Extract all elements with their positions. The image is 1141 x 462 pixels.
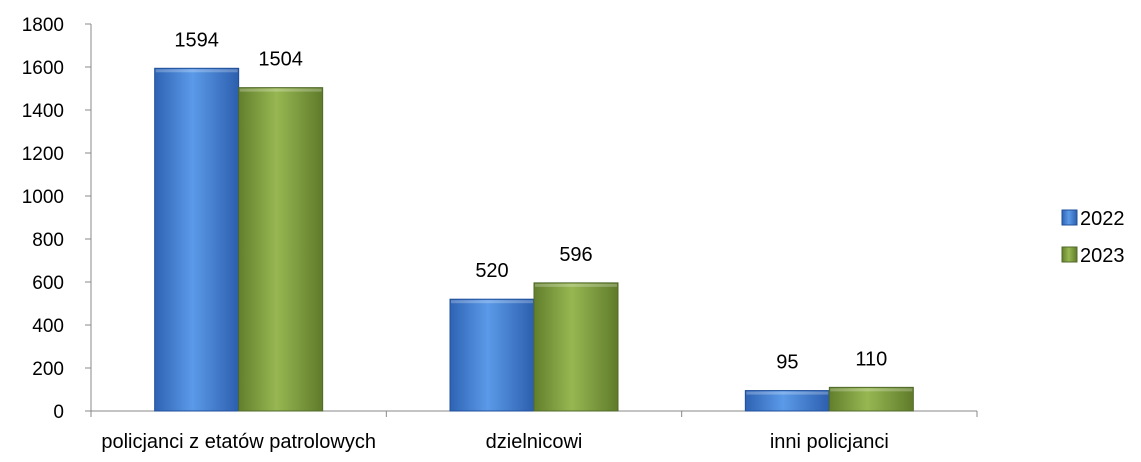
y-tick-label: 600 bbox=[32, 273, 64, 294]
x-category-label: inni policjanci bbox=[770, 431, 889, 453]
bars bbox=[154, 67, 914, 412]
data-labels: 1594 1504 520 596 95 110 bbox=[174, 29, 887, 373]
y-tick-label: 800 bbox=[32, 230, 64, 251]
y-tick-label: 1200 bbox=[22, 144, 64, 165]
bar-highlight bbox=[451, 300, 533, 304]
y-tick-label: 1400 bbox=[22, 101, 64, 122]
data-label-2022-3: 95 bbox=[776, 352, 798, 374]
data-label-2022-2: 520 bbox=[475, 260, 508, 282]
legend: 2022 2023 bbox=[1061, 208, 1125, 267]
bar-highlight bbox=[535, 283, 617, 287]
bar-2022-1 bbox=[154, 67, 240, 412]
bar-highlight bbox=[830, 388, 913, 392]
y-tick-label: 400 bbox=[32, 316, 64, 337]
x-category-label: policjanci z etatów patrolowych bbox=[101, 431, 376, 453]
y-tick-label: 0 bbox=[53, 402, 64, 423]
legend-label-2022: 2022 bbox=[1080, 208, 1125, 230]
axes: 0 200 400 600 800 1000 1200 1400 1600 1800 policja… bbox=[22, 15, 978, 453]
legend-swatch-2023 bbox=[1061, 246, 1078, 263]
y-tick-label: 200 bbox=[32, 359, 64, 380]
legend-swatch-2022 bbox=[1061, 209, 1078, 226]
bar-2023-3 bbox=[828, 386, 914, 412]
data-label-2023-2: 596 bbox=[559, 244, 592, 266]
y-tick-label: 1600 bbox=[22, 58, 64, 79]
bar-highlight bbox=[239, 88, 322, 92]
data-label-2023-1: 1504 bbox=[258, 49, 303, 71]
data-label-2023-3: 110 bbox=[855, 348, 887, 370]
bar-2022-2 bbox=[449, 298, 535, 412]
bar-2023-2 bbox=[533, 282, 619, 412]
bar-highlight bbox=[155, 69, 238, 73]
x-category-label: dzielnicowi bbox=[486, 431, 583, 453]
bar-highlight bbox=[746, 391, 829, 395]
y-tick-label: 1000 bbox=[22, 187, 64, 208]
y-tick-label: 1800 bbox=[22, 15, 64, 36]
bar-2023-1 bbox=[238, 87, 324, 412]
legend-label-2023: 2023 bbox=[1080, 245, 1125, 267]
data-label-2022-1: 1594 bbox=[174, 29, 219, 51]
